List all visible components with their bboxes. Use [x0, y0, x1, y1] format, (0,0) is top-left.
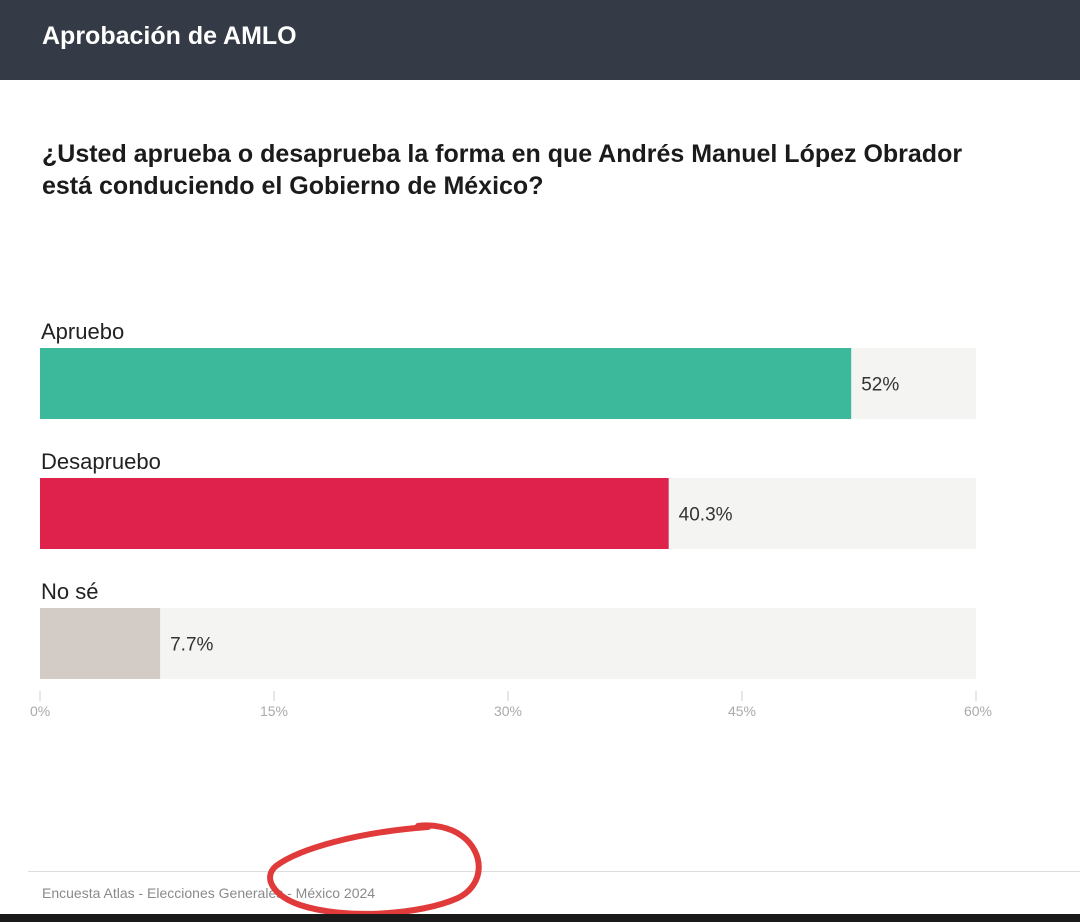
bar: [40, 608, 161, 679]
bar-chart: 52% 40.3% 7.7% 0% 15% 30% 45% 60%: [30, 348, 992, 719]
survey-question: ¿Usted aprueba o desaprueba la forma en …: [42, 140, 963, 200]
page-title: Aprobación de AMLO: [42, 22, 297, 50]
axis-tick-label: 45%: [728, 703, 756, 719]
category-label: No sé: [41, 579, 99, 604]
axis-tick-label: 30%: [494, 703, 522, 719]
bar: [40, 348, 852, 419]
axis-tick-label: 15%: [260, 703, 288, 719]
value-label: 7.7%: [170, 635, 213, 656]
axis-tick-label: 60%: [964, 703, 992, 719]
category-label: Apruebo: [41, 319, 125, 344]
bar-track: [40, 608, 976, 679]
screen-bottom-edge: [0, 914, 1080, 922]
value-label: 40.3%: [679, 505, 733, 526]
footer-divider: [28, 871, 1080, 872]
category-label: Desapruebo: [41, 449, 161, 474]
header-bar: Aprobación de AMLO: [0, 0, 1080, 80]
bar: [40, 478, 669, 549]
axis-tick-label: 0%: [30, 703, 50, 719]
footer-source: Encuesta Atlas - Elecciones Generales - …: [42, 885, 376, 901]
value-label: 52%: [861, 375, 899, 396]
